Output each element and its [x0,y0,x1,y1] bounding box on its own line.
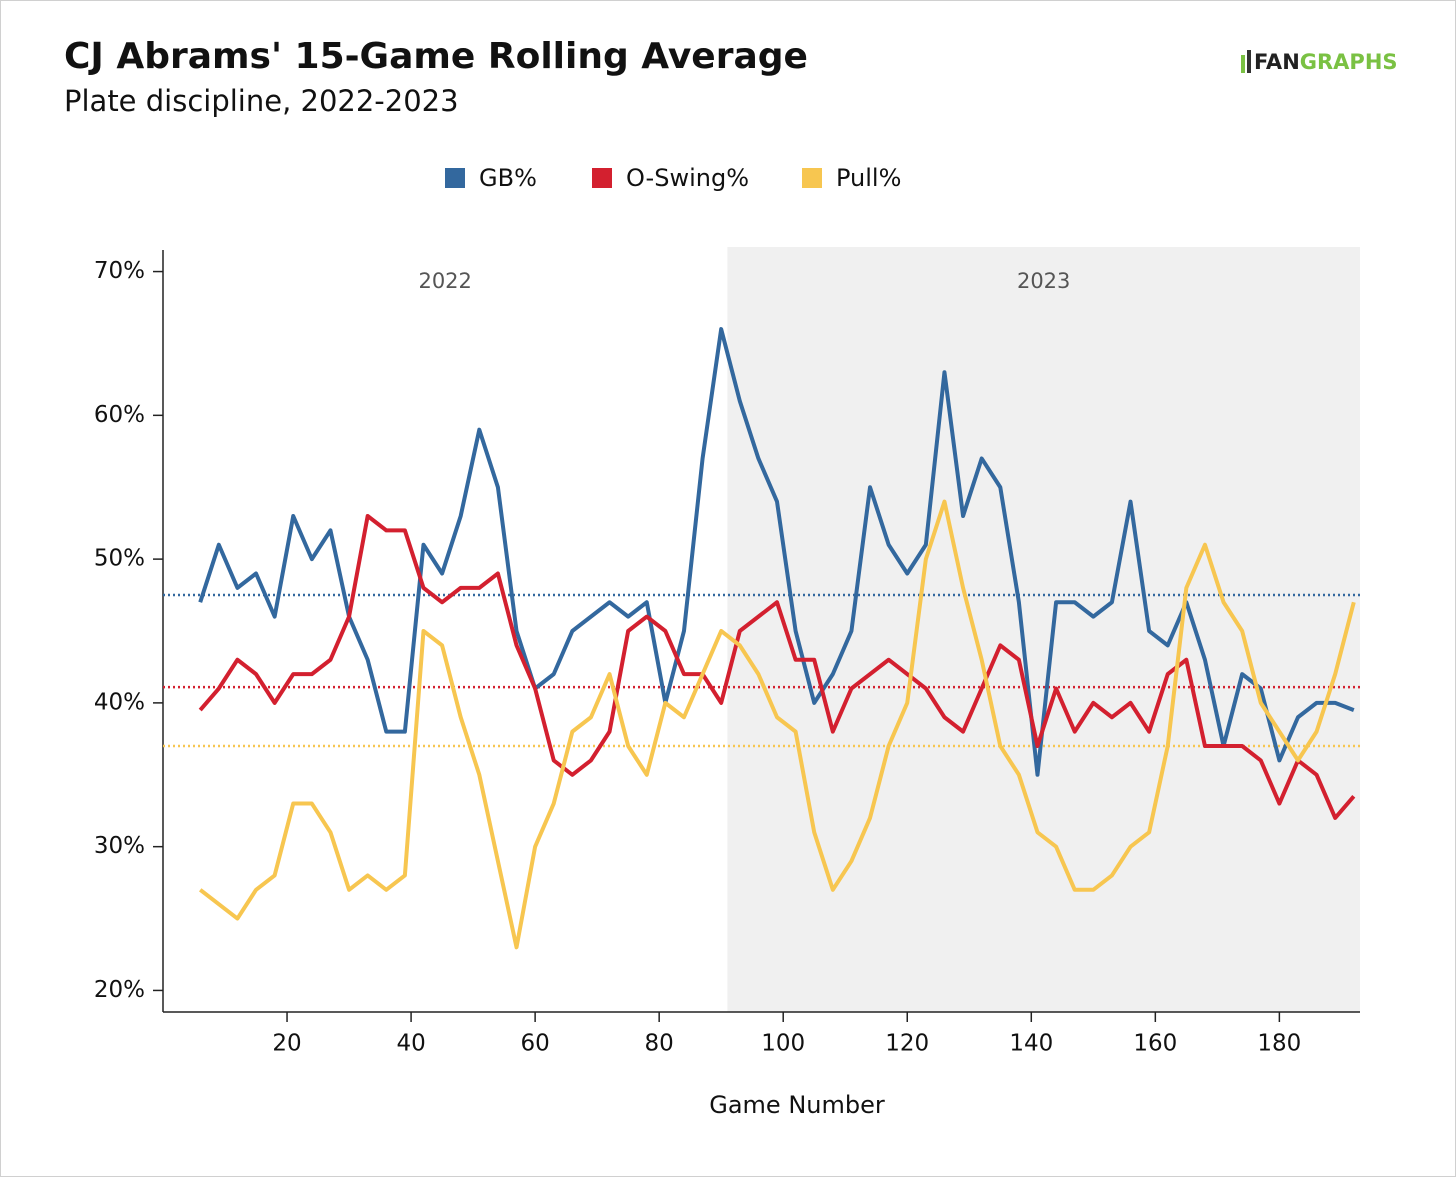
x-tick-label: 180 [1257,1031,1301,1057]
logo: FANGRAPHS [1241,50,1398,74]
region-shade [727,247,1360,1012]
legend-swatch [592,168,612,188]
y-tick-label: 50% [94,546,145,572]
series-line [198,327,1355,777]
y-tick-label: 30% [94,833,145,859]
x-tick-label: 160 [1133,1031,1177,1057]
legend-label: GB% [479,164,537,192]
series-line [198,499,1356,950]
x-tick-label: 60 [520,1031,549,1057]
logo-text: FANGRAPHS [1254,50,1398,74]
y-tick-label: 40% [94,689,145,715]
logo-fan: FAN [1254,50,1300,74]
legend-label: Pull% [836,164,901,192]
chart-title: CJ Abrams' 15-Game Rolling Average [64,36,808,77]
x-tick-label: 100 [761,1031,805,1057]
x-tick-label: 120 [885,1031,929,1057]
logo-icon [1241,55,1245,73]
y-tick-label: 70% [94,258,145,284]
x-axis-label: Game Number [709,1091,885,1119]
x-tick-label: 80 [645,1031,674,1057]
x-tick-label: 20 [272,1031,301,1057]
region-label: 2023 [1017,269,1070,293]
logo-graphs: GRAPHS [1300,50,1398,74]
legend-swatch [802,168,822,188]
x-tick-label: 140 [1009,1031,1053,1057]
series-line [198,513,1356,820]
legend-swatch [445,168,465,188]
y-tick-label: 60% [94,402,145,428]
logo-icon [1247,50,1251,73]
region-label: 2022 [418,269,471,293]
x-tick-label: 40 [396,1031,425,1057]
chart-subtitle: Plate discipline, 2022-2023 [64,84,459,118]
legend-label: O-Swing% [626,164,749,192]
y-tick-label: 20% [94,977,145,1003]
